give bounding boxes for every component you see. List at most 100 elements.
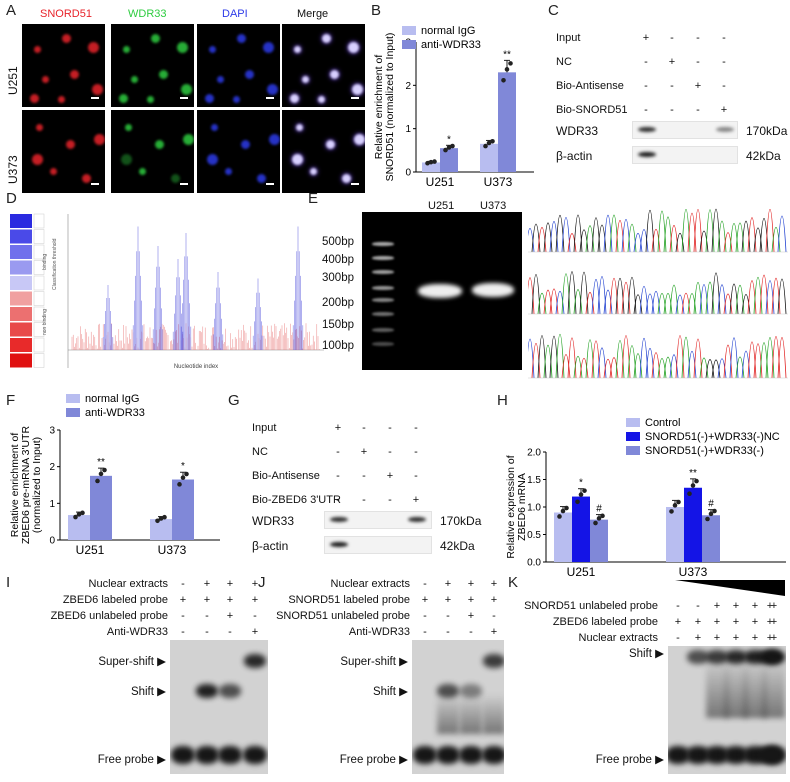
band-marker-label: Shift ▶	[372, 686, 408, 698]
smear	[744, 658, 766, 718]
trace-peak	[777, 215, 787, 253]
trace-peak	[537, 292, 547, 315]
nucleus	[177, 42, 188, 53]
sign-mark: +	[203, 578, 211, 590]
sign-mark: -	[644, 104, 648, 116]
legend-label: normal IgG	[85, 393, 139, 405]
data-point	[177, 482, 182, 487]
color-scale-cell	[10, 353, 32, 368]
sign-mark: -	[423, 610, 427, 622]
sign-mark: -	[670, 80, 674, 92]
data-point	[73, 514, 78, 520]
shift-band	[196, 684, 218, 698]
data-point	[155, 518, 160, 524]
nucleus	[155, 140, 164, 149]
panel-a-header-merge: Merge	[297, 8, 329, 20]
trace-peak	[621, 218, 631, 253]
emsa-gel	[170, 640, 268, 774]
sign-mark: -	[362, 470, 366, 482]
size-label: 42kDa	[746, 149, 781, 163]
trace-peak	[603, 358, 613, 379]
panel-a-header-wdr33: WDR33	[128, 8, 167, 20]
panel-b-label: B	[371, 2, 382, 19]
trace-peak	[585, 291, 595, 315]
sign-mark: +	[713, 600, 721, 612]
emsa-condition-label: SNORD51 unlabeled probe	[276, 610, 410, 622]
blot-label: WDR33	[556, 124, 599, 138]
sign-mark: +	[386, 470, 394, 482]
sign-mark: -	[670, 32, 674, 44]
smear	[460, 694, 482, 734]
trace-peak	[741, 350, 751, 379]
trace-peak	[591, 340, 601, 379]
trace-peak	[759, 274, 769, 315]
data-point	[564, 505, 569, 511]
data-point	[486, 140, 492, 146]
band-marker-label: Shift ▶	[130, 686, 166, 698]
sign-mark: +	[694, 616, 702, 628]
sign-mark: +	[751, 600, 759, 612]
trace-peak	[651, 228, 661, 253]
trace-peak	[765, 209, 775, 253]
micrograph-r1-c3	[282, 110, 365, 193]
panel-d-chart: Classification threshold binding non bindi…	[10, 213, 324, 370]
data-point	[582, 488, 587, 493]
data-point	[708, 511, 714, 517]
sign-mark: -	[446, 610, 450, 622]
sign-mark: +	[766, 632, 774, 644]
legend-swatch	[626, 418, 640, 427]
y-tick-label: 1	[49, 499, 55, 510]
sign-mark: +	[226, 578, 234, 590]
data-point	[560, 508, 566, 514]
data-point	[428, 159, 434, 165]
trace-peak	[723, 344, 733, 379]
trace-peak	[675, 232, 685, 253]
ladder-label: 150bp	[322, 319, 354, 331]
significance-mark: **	[503, 49, 511, 60]
nucleus	[318, 96, 325, 103]
free-probe-band	[243, 746, 267, 764]
sign-mark: +	[226, 594, 234, 606]
trace-peak	[693, 209, 703, 253]
nucleus	[354, 134, 365, 145]
trace-peak	[627, 277, 637, 315]
nucleus	[342, 174, 351, 183]
sign-mark: -	[644, 56, 648, 68]
scale-tick-box	[33, 291, 45, 306]
sign-mark: -	[722, 32, 726, 44]
band	[330, 542, 348, 547]
free-probe-band	[758, 746, 782, 764]
condition-label: Bio-SNORD51	[556, 104, 628, 116]
nucleus	[171, 174, 180, 183]
scale-tick-box	[33, 244, 45, 260]
trace-peak	[729, 223, 739, 253]
nucleus	[58, 96, 65, 103]
sign-mark: -	[696, 104, 700, 116]
panel-a-header-dapi: DAPI	[222, 8, 248, 20]
micrograph-r1-c2	[197, 110, 280, 193]
sign-mark: -	[423, 578, 427, 590]
ladder-label: 100bp	[322, 340, 354, 352]
data-point	[483, 143, 488, 149]
trace-peak	[747, 280, 757, 315]
scale-bar	[180, 97, 188, 99]
nucleus	[302, 76, 309, 83]
sign-mark: +	[713, 616, 721, 628]
sign-mark: -	[722, 80, 726, 92]
x-tick-label: U251	[567, 565, 596, 579]
product-band-u251	[418, 284, 462, 298]
nucleus	[147, 96, 154, 103]
sign-mark: +	[732, 616, 740, 628]
left-label: binding	[42, 254, 48, 270]
ladder-band	[372, 256, 394, 260]
trace-peak	[597, 224, 607, 253]
y-tick-label: 2	[49, 462, 55, 473]
trace-peak	[561, 217, 571, 253]
sign-mark: -	[414, 422, 418, 434]
sign-mark: +	[490, 594, 498, 606]
trace-peak	[591, 279, 601, 315]
legend-label: SNORD51(-)+WDR33(-)NC	[645, 431, 780, 443]
sign-mark: +	[334, 422, 342, 434]
data-point	[95, 478, 100, 484]
scale-tick-box	[33, 353, 45, 368]
